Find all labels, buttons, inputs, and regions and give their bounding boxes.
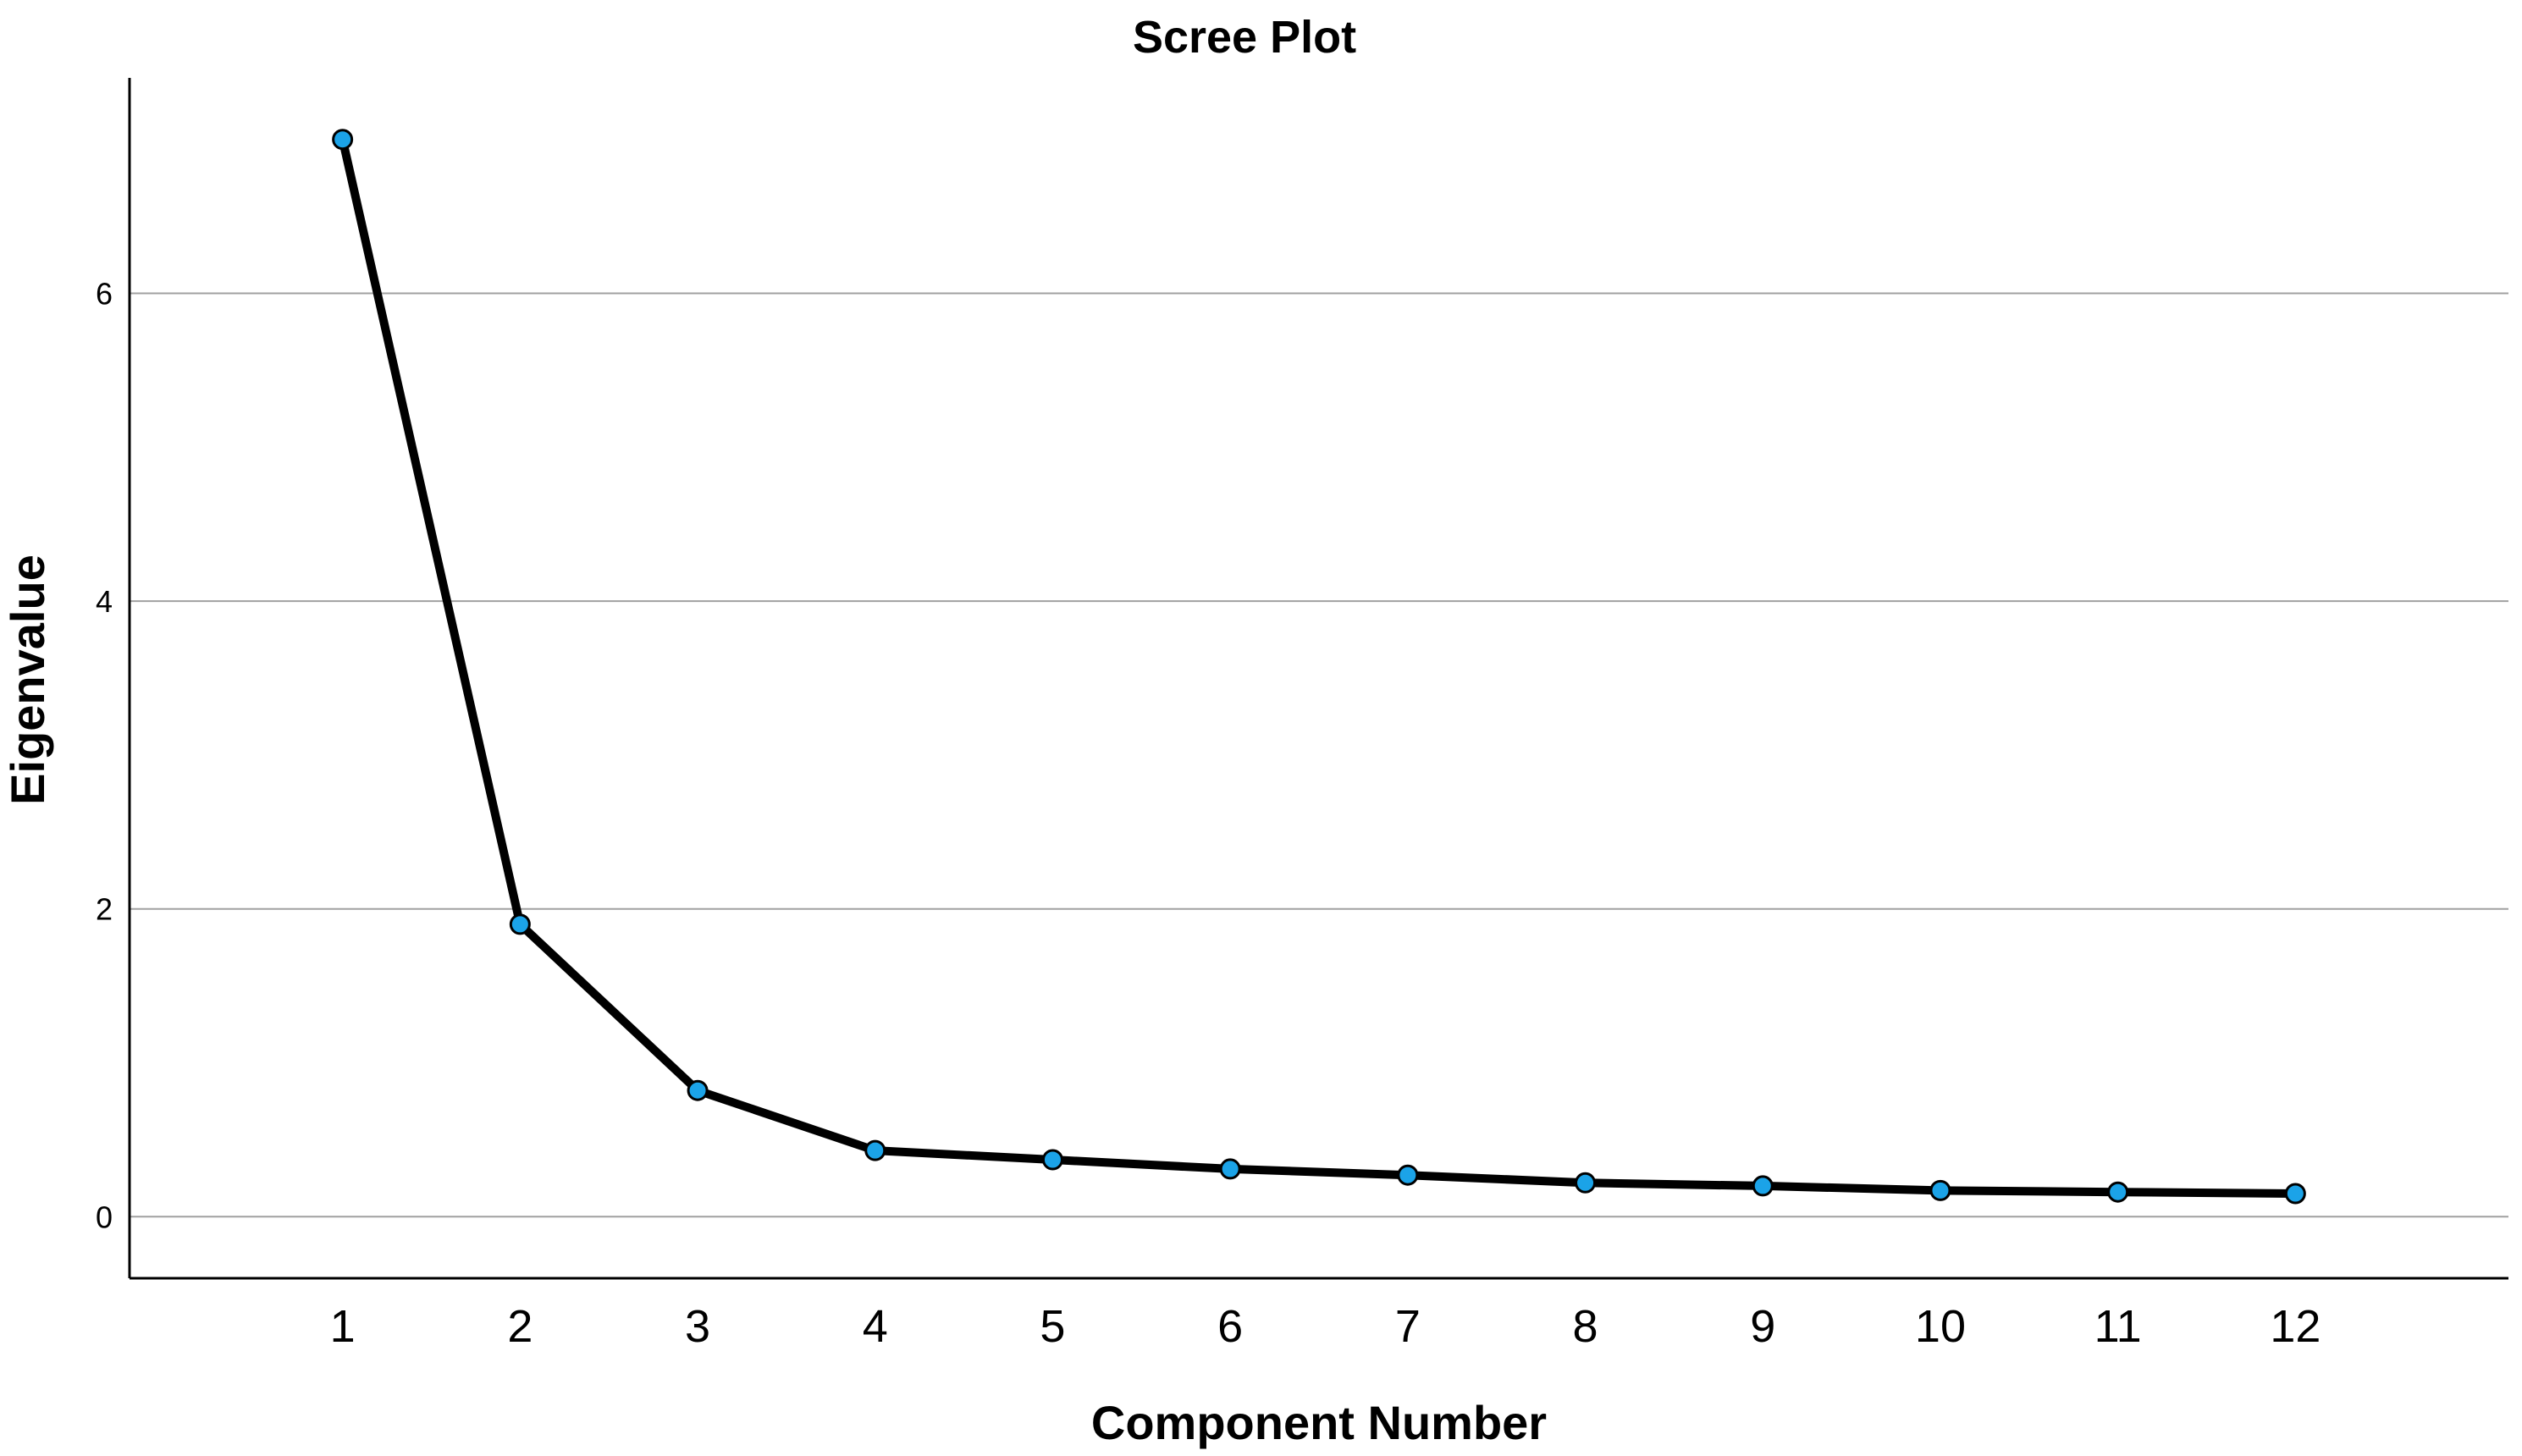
chart-title: Scree Plot [1133, 12, 1356, 63]
x-tick-label: 6 [1217, 1301, 1243, 1352]
y-axis-ticks: 0 2 4 6 [96, 277, 113, 1235]
x-tick-label: 7 [1395, 1301, 1421, 1352]
x-tick-label: 5 [1040, 1301, 1065, 1352]
data-point-4 [864, 1139, 886, 1161]
data-point-12 [2284, 1183, 2306, 1205]
x-tick-label: 1 [330, 1301, 356, 1352]
x-tick-label: 3 [685, 1301, 710, 1352]
series-line [338, 135, 2300, 1199]
data-point-8 [1575, 1172, 1597, 1194]
y-tick-label: 2 [96, 892, 113, 927]
data-point-5 [1041, 1149, 1063, 1171]
data-point-1 [332, 129, 354, 151]
x-tick-label: 8 [1573, 1301, 1598, 1352]
data-point-11 [2107, 1181, 2129, 1203]
x-tick-label: 11 [2094, 1301, 2142, 1352]
x-tick-label: 12 [2270, 1301, 2321, 1352]
x-axis-title: Component Number [1091, 1396, 1547, 1449]
gridlines [130, 292, 2508, 1218]
y-axis-title: Eigenvalue [1, 554, 54, 805]
data-point-2 [509, 913, 531, 935]
data-point-9 [1752, 1175, 1774, 1197]
y-tick-label: 6 [96, 277, 113, 312]
data-point-6 [1219, 1158, 1241, 1180]
x-tick-label: 4 [863, 1301, 888, 1352]
x-tick-label: 10 [1915, 1301, 1966, 1352]
x-axis-ticks: 1 2 3 4 5 6 7 8 9 10 11 12 [330, 1301, 2321, 1352]
data-point-10 [1929, 1179, 1951, 1201]
data-point-3 [687, 1079, 709, 1101]
data-point-7 [1397, 1164, 1419, 1186]
y-tick-label: 0 [96, 1200, 113, 1234]
y-tick-label: 4 [96, 584, 113, 619]
x-tick-label: 2 [507, 1301, 533, 1352]
series-eigenvalue [332, 129, 2306, 1205]
x-tick-label: 9 [1750, 1301, 1775, 1352]
